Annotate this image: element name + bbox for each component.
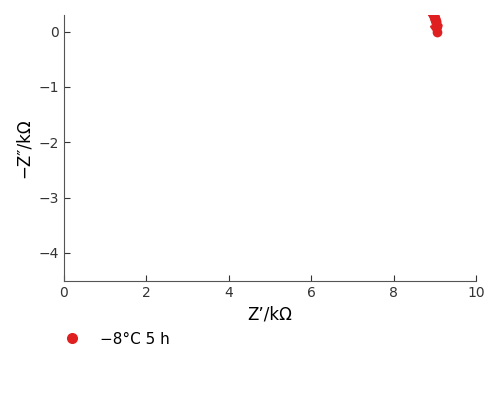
Legend: −8°C 5 h: −8°C 5 h (51, 326, 176, 353)
Y-axis label: −Z″/kΩ: −Z″/kΩ (15, 118, 33, 178)
X-axis label: Z’/kΩ: Z’/kΩ (248, 305, 292, 323)
